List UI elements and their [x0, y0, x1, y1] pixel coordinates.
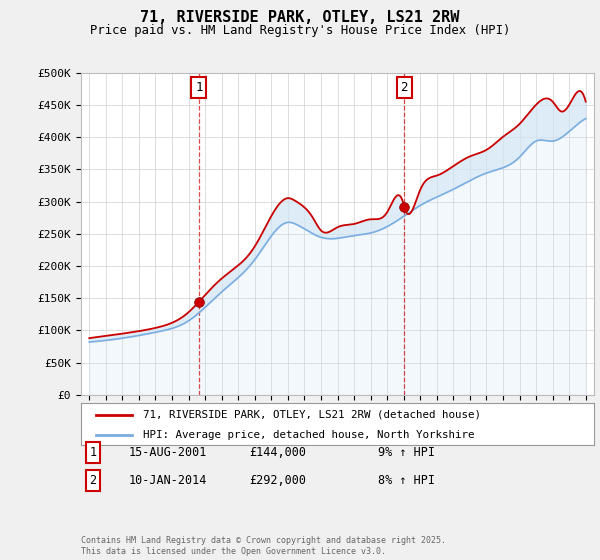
Text: 9% ↑ HPI: 9% ↑ HPI — [378, 446, 435, 459]
Text: HPI: Average price, detached house, North Yorkshire: HPI: Average price, detached house, Nort… — [143, 430, 474, 440]
Text: Contains HM Land Registry data © Crown copyright and database right 2025.
This d: Contains HM Land Registry data © Crown c… — [81, 536, 446, 556]
Text: 15-AUG-2001: 15-AUG-2001 — [129, 446, 208, 459]
Text: 2: 2 — [400, 81, 408, 94]
Text: 71, RIVERSIDE PARK, OTLEY, LS21 2RW (detached house): 71, RIVERSIDE PARK, OTLEY, LS21 2RW (det… — [143, 409, 481, 419]
Text: 71, RIVERSIDE PARK, OTLEY, LS21 2RW: 71, RIVERSIDE PARK, OTLEY, LS21 2RW — [140, 10, 460, 25]
Text: £144,000: £144,000 — [249, 446, 306, 459]
Text: 2: 2 — [89, 474, 97, 487]
Text: 8% ↑ HPI: 8% ↑ HPI — [378, 474, 435, 487]
Text: Price paid vs. HM Land Registry's House Price Index (HPI): Price paid vs. HM Land Registry's House … — [90, 24, 510, 37]
Text: 1: 1 — [89, 446, 97, 459]
Text: 10-JAN-2014: 10-JAN-2014 — [129, 474, 208, 487]
Text: £292,000: £292,000 — [249, 474, 306, 487]
Text: 1: 1 — [195, 81, 203, 94]
